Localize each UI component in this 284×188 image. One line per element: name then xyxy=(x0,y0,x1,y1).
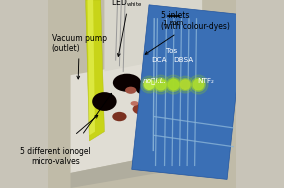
Text: NTF₂: NTF₂ xyxy=(197,78,214,84)
Polygon shape xyxy=(85,0,105,141)
Polygon shape xyxy=(105,0,202,71)
Ellipse shape xyxy=(113,74,141,92)
Circle shape xyxy=(164,75,183,94)
Ellipse shape xyxy=(92,92,117,111)
Text: Tos: Tos xyxy=(166,48,177,54)
Polygon shape xyxy=(70,53,202,173)
Polygon shape xyxy=(87,0,95,135)
Polygon shape xyxy=(70,147,202,188)
Ellipse shape xyxy=(133,103,151,115)
Circle shape xyxy=(168,79,179,90)
Text: 5 different ionogel
micro-valves: 5 different ionogel micro-valves xyxy=(20,147,91,166)
Circle shape xyxy=(177,76,194,93)
Text: no⁩I.L.: no⁩I.L. xyxy=(142,77,166,84)
Text: 5 inlets
(with colour-dyes): 5 inlets (with colour-dyes) xyxy=(145,11,230,54)
Circle shape xyxy=(143,79,155,91)
Circle shape xyxy=(191,78,205,91)
Ellipse shape xyxy=(135,81,160,96)
Circle shape xyxy=(189,75,208,94)
Polygon shape xyxy=(132,5,245,179)
Text: 1 mm: 1 mm xyxy=(163,20,183,26)
Circle shape xyxy=(156,79,166,90)
Text: LED$_{\mathrm{white}}$: LED$_{\mathrm{white}}$ xyxy=(111,0,143,9)
Circle shape xyxy=(179,79,191,91)
Ellipse shape xyxy=(125,87,136,94)
Ellipse shape xyxy=(131,101,138,106)
Circle shape xyxy=(193,79,204,90)
Text: Vacuum pump
(outlet): Vacuum pump (outlet) xyxy=(52,34,107,79)
Circle shape xyxy=(145,80,154,89)
Circle shape xyxy=(141,76,158,93)
Ellipse shape xyxy=(112,112,127,121)
Circle shape xyxy=(167,78,180,91)
Circle shape xyxy=(181,80,190,89)
Circle shape xyxy=(154,78,168,91)
Text: DCA: DCA xyxy=(151,57,167,63)
Circle shape xyxy=(151,75,170,94)
Text: DBSA: DBSA xyxy=(173,57,193,63)
